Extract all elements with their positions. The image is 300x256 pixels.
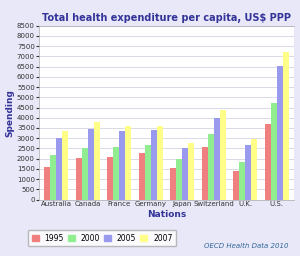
Bar — [251, 139, 257, 200]
Bar — [56, 138, 62, 200]
Y-axis label: Spending: Spending — [5, 89, 14, 137]
Bar — [94, 122, 100, 200]
Bar — [271, 103, 277, 200]
Bar — [277, 66, 283, 200]
Bar — [125, 126, 131, 200]
Bar — [50, 155, 56, 200]
X-axis label: Nations: Nations — [147, 210, 186, 219]
Legend: 1995, 2000, 2005, 2007: 1995, 2000, 2005, 2007 — [28, 230, 176, 246]
Bar — [139, 153, 145, 200]
Bar — [157, 126, 163, 200]
Bar — [62, 131, 68, 200]
Bar — [170, 168, 176, 200]
Bar — [145, 145, 151, 200]
Bar — [113, 147, 119, 200]
Bar — [208, 134, 214, 200]
Bar — [265, 124, 271, 200]
Bar — [202, 147, 208, 200]
Bar — [88, 129, 94, 200]
Bar — [188, 143, 194, 200]
Bar — [214, 118, 220, 200]
Bar — [220, 110, 226, 200]
Bar — [176, 159, 182, 200]
Bar — [82, 148, 88, 200]
Bar — [76, 158, 82, 200]
Bar — [233, 171, 239, 200]
Bar — [182, 148, 188, 200]
Bar — [44, 167, 50, 200]
Bar — [107, 157, 113, 200]
Bar — [119, 131, 125, 200]
Bar — [245, 145, 251, 200]
Text: OECD Health Data 2010: OECD Health Data 2010 — [204, 243, 289, 249]
Title: Total health expenditure per capita, US$ PPP: Total health expenditure per capita, US$… — [42, 13, 291, 24]
Bar — [283, 52, 289, 200]
Bar — [239, 162, 245, 200]
Bar — [151, 130, 157, 200]
